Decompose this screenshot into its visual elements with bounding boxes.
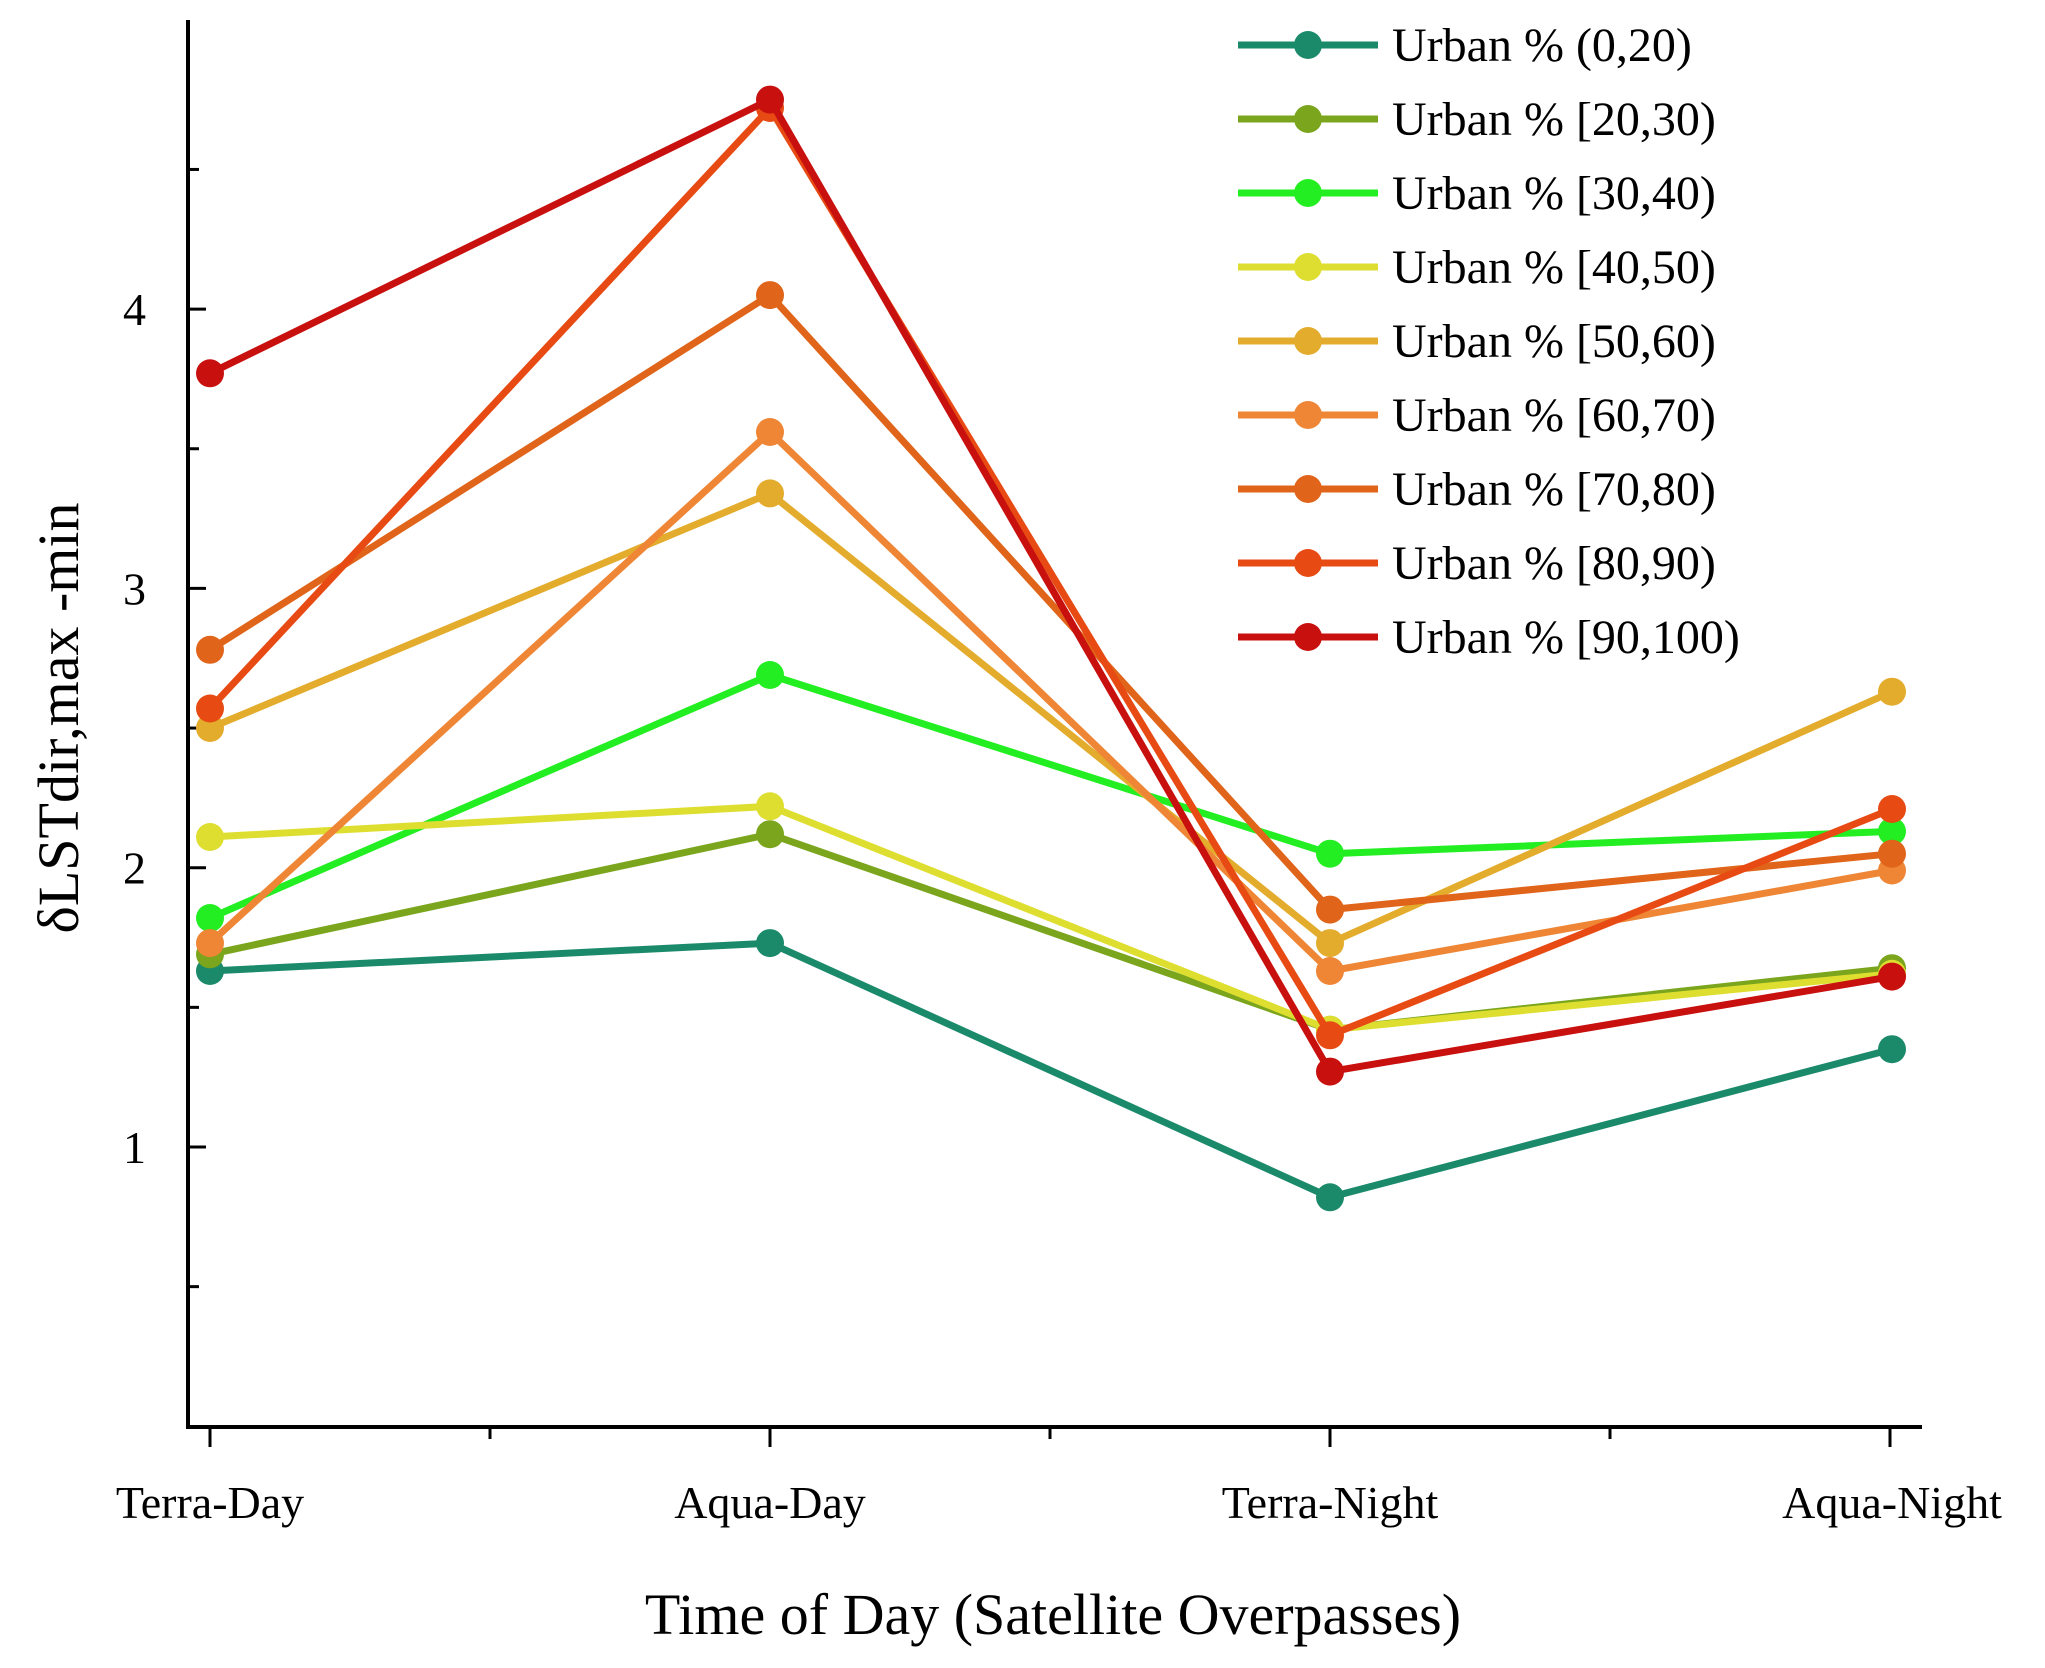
- data-point: [196, 904, 224, 932]
- data-point: [196, 823, 224, 851]
- legend-marker: [1294, 31, 1322, 59]
- data-point: [1316, 929, 1344, 958]
- data-point: [1316, 1021, 1344, 1050]
- y-tick-label: 3: [123, 563, 146, 614]
- data-point: [1878, 839, 1906, 868]
- legend-marker: [1294, 623, 1322, 651]
- data-point: [756, 661, 784, 689]
- legend-marker: [1294, 401, 1322, 429]
- x-tick-label: Aqua-Day: [674, 1477, 866, 1528]
- x-tick-label: Terra-Day: [116, 1477, 304, 1528]
- series-group: [196, 281, 1906, 924]
- data-point: [196, 359, 224, 388]
- series-group: [196, 479, 1906, 958]
- series-layer: [196, 85, 1906, 1212]
- data-point: [196, 694, 224, 723]
- y-ticks: 1 2 3 4: [123, 167, 206, 1289]
- series-group: [196, 820, 1906, 1044]
- data-point: [1316, 1057, 1344, 1086]
- legend-label: Urban % [60,70): [1392, 389, 1716, 442]
- series-line: [206, 104, 1896, 1039]
- series-line: [206, 939, 1896, 1201]
- data-point: [196, 714, 224, 742]
- legend-label: Urban % [70,80): [1392, 463, 1716, 516]
- legend-label: Urban % [50,60): [1392, 315, 1716, 368]
- legend: Urban % (0,20) Urban % [20,30) Urban % [30…: [1238, 19, 1740, 664]
- legend-label: Urban % [30,40): [1392, 167, 1716, 220]
- y-axis-title: δLSTdir,max -min: [26, 503, 91, 934]
- data-point: [756, 820, 784, 849]
- axes: [186, 20, 1922, 1429]
- legend-marker: [1294, 105, 1322, 133]
- legend-label: Urban % [90,100): [1392, 611, 1740, 664]
- y-tick-label: 4: [123, 284, 146, 335]
- data-point: [756, 929, 784, 958]
- x-axis-title: Time of Day (Satellite Overpasses): [645, 1582, 1461, 1647]
- series-line: [206, 291, 1896, 914]
- legend-label: Urban % [80,90): [1392, 537, 1716, 590]
- x-tick-label: Aqua-Night: [1782, 1477, 2002, 1528]
- series-group: [196, 85, 1906, 1086]
- legend-marker: [1294, 179, 1322, 207]
- data-point: [1316, 895, 1344, 924]
- data-point: [1878, 677, 1906, 706]
- data-point: [1878, 1035, 1906, 1064]
- legend-label: Urban % [40,50): [1392, 241, 1716, 294]
- data-point: [1878, 817, 1906, 846]
- x-ticks: Terra-Day Aqua-Day Terra-Night Aqua-Night: [116, 1427, 2002, 1528]
- series-line: [206, 671, 1896, 922]
- series-line: [206, 802, 1896, 1034]
- x-tick-label: Terra-Night: [1222, 1477, 1439, 1528]
- y-tick-label: 2: [123, 843, 146, 894]
- legend-label: Urban % [20,30): [1392, 93, 1716, 146]
- data-point: [756, 85, 784, 114]
- data-point: [756, 479, 784, 508]
- legend-marker: [1294, 549, 1322, 577]
- series-group: [196, 792, 1906, 1044]
- data-point: [196, 929, 224, 958]
- legend-marker: [1294, 253, 1322, 281]
- data-point: [756, 281, 784, 310]
- legend-marker: [1294, 327, 1322, 355]
- data-point: [196, 635, 224, 664]
- series-line: [206, 96, 1896, 1076]
- data-point: [1316, 1183, 1344, 1212]
- y-tick-label: 1: [123, 1122, 146, 1173]
- data-point: [1316, 957, 1344, 985]
- data-point: [1878, 962, 1906, 991]
- data-point: [756, 418, 784, 446]
- series-group: [196, 661, 1906, 932]
- data-point: [1316, 839, 1344, 868]
- series-group: [196, 929, 1906, 1212]
- legend-marker: [1294, 475, 1322, 503]
- data-point: [756, 792, 784, 821]
- series-line: [206, 489, 1896, 947]
- data-point: [1878, 795, 1906, 823]
- legend-label: Urban % (0,20): [1392, 19, 1692, 72]
